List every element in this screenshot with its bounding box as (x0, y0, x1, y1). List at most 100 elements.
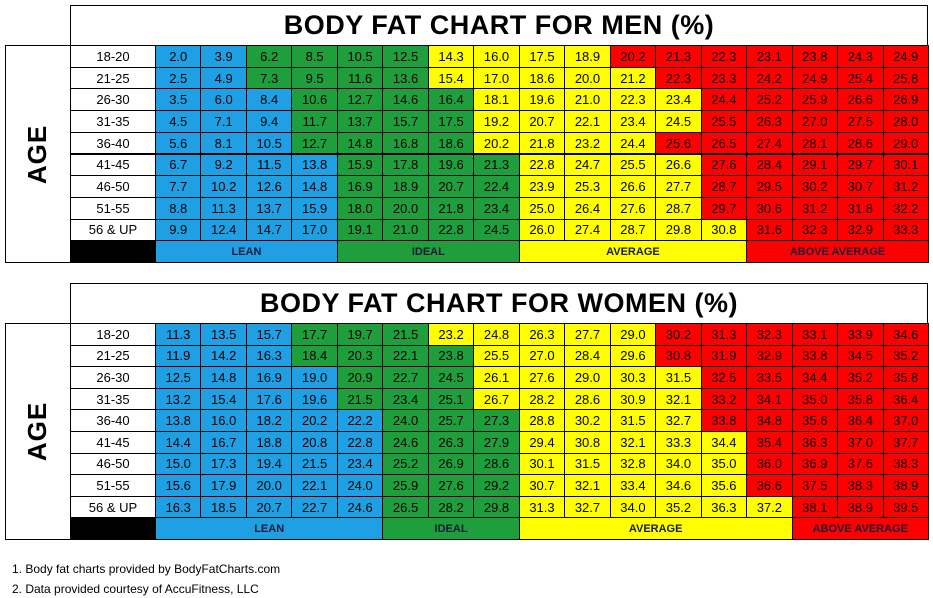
body-fat-value: 19.6 (518, 88, 566, 112)
age-range: 51-55 (70, 196, 156, 220)
body-fat-value: 25.5 (473, 344, 520, 368)
body-fat-value: 27.0 (518, 344, 566, 368)
body-fat-value: 3.9 (200, 45, 247, 68)
body-fat-value: 31.2 (791, 196, 839, 220)
body-fat-value: 24.8 (473, 323, 520, 346)
body-fat-value: 33.1 (791, 323, 839, 346)
body-fat-value: 26.5 (382, 495, 429, 519)
body-fat-value: 13.7 (245, 196, 293, 220)
body-fat-value: 30.6 (746, 196, 793, 220)
body-fat-value: 18.9 (382, 175, 429, 198)
body-fat-value: 22.2 (336, 409, 384, 432)
body-fat-value: 20.2 (473, 131, 520, 155)
body-fat-value: 31.2 (882, 175, 929, 198)
body-fat-value: 29.8 (655, 218, 702, 242)
body-fat-value: 21.8 (427, 196, 475, 220)
body-fat-value: 25.7 (427, 409, 475, 432)
body-fat-value: 16.8 (382, 131, 429, 155)
body-fat-value: 20.9 (336, 366, 384, 389)
body-fat-value: 32.1 (609, 431, 657, 454)
body-fat-value: 21.2 (609, 66, 657, 90)
body-fat-value: 27.5 (837, 110, 884, 133)
body-fat-value: 29.1 (791, 153, 839, 177)
body-fat-value: 30.8 (700, 218, 748, 242)
body-fat-value: 30.2 (564, 409, 611, 432)
body-fat-value: 25.5 (609, 153, 657, 177)
body-fat-value: 22.1 (564, 110, 611, 133)
body-fat-value: 31.5 (609, 409, 657, 432)
body-fat-value: 33.2 (700, 387, 748, 411)
body-fat-value: 24.6 (382, 431, 429, 454)
body-fat-value: 34.5 (837, 344, 884, 368)
body-fat-value: 30.3 (609, 366, 657, 389)
legend-zone: IDEAL (336, 240, 520, 264)
body-fat-value: 35.6 (700, 474, 748, 497)
body-fat-value: 27.4 (746, 131, 793, 155)
body-fat-value: 18.6 (427, 131, 475, 155)
body-fat-value: 23.1 (746, 45, 793, 68)
body-fat-value: 19.0 (291, 366, 338, 389)
body-fat-value: 23.4 (473, 196, 520, 220)
body-fat-value: 2.0 (155, 45, 202, 68)
body-fat-value: 28.6 (837, 131, 884, 155)
age-label: AGE (5, 323, 71, 541)
body-fat-value: 28.4 (746, 153, 793, 177)
body-fat-value: 25.8 (882, 66, 929, 90)
body-fat-value: 15.6 (155, 474, 202, 497)
body-fat-value: 9.9 (155, 218, 202, 242)
body-fat-value: 26.6 (655, 153, 702, 177)
body-fat-value: 20.7 (245, 495, 293, 519)
body-fat-value: 6.7 (155, 153, 202, 177)
body-fat-value: 8.8 (155, 196, 202, 220)
body-fat-value: 29.7 (837, 153, 884, 177)
body-fat-value: 17.9 (200, 474, 247, 497)
body-fat-value: 28.8 (518, 409, 566, 432)
body-fat-value: 34.1 (746, 387, 793, 411)
body-fat-value: 12.4 (200, 218, 247, 242)
body-fat-value: 8.1 (200, 131, 247, 155)
body-fat-value: 30.2 (655, 323, 702, 346)
body-fat-value: 13.5 (200, 323, 247, 346)
body-fat-value: 22.8 (336, 431, 384, 454)
body-fat-value: 19.6 (427, 153, 475, 177)
body-fat-value: 33.3 (882, 218, 929, 242)
body-fat-value: 20.0 (382, 196, 429, 220)
age-range: 36-40 (70, 409, 156, 432)
body-fat-value: 37.6 (837, 452, 884, 476)
legend-zone: LEAN (155, 240, 338, 264)
body-fat-value: 20.2 (291, 409, 338, 432)
body-fat-value: 33.4 (609, 474, 657, 497)
body-fat-value: 29.2 (473, 474, 520, 497)
body-fat-value: 28.4 (564, 344, 611, 368)
body-fat-value: 24.2 (746, 66, 793, 90)
body-fat-value: 21.3 (655, 45, 702, 68)
body-fat-value: 19.2 (473, 110, 520, 133)
body-fat-value: 26.9 (882, 88, 929, 112)
body-fat-value: 34.6 (882, 323, 929, 346)
body-fat-value: 22.3 (655, 66, 702, 90)
body-fat-value: 23.4 (382, 387, 429, 411)
body-fat-value: 13.2 (155, 387, 202, 411)
body-fat-value: 20.7 (427, 175, 475, 198)
body-fat-value: 21.5 (336, 387, 384, 411)
body-fat-value: 19.6 (291, 387, 338, 411)
body-fat-value: 9.4 (245, 110, 293, 133)
body-fat-value: 32.3 (746, 323, 793, 346)
body-fat-value: 20.0 (564, 66, 611, 90)
body-fat-value: 29.5 (746, 175, 793, 198)
age-range: 56 & UP (70, 218, 156, 242)
body-fat-value: 26.3 (746, 110, 793, 133)
body-fat-value: 2.5 (155, 66, 202, 90)
body-fat-value: 34.8 (746, 409, 793, 432)
body-fat-value: 34.6 (655, 474, 702, 497)
body-fat-value: 27.7 (655, 175, 702, 198)
body-fat-value: 31.3 (700, 323, 748, 346)
body-fat-value: 31.8 (837, 196, 884, 220)
body-fat-value: 7.7 (155, 175, 202, 198)
body-fat-value: 34.4 (700, 431, 748, 454)
body-fat-value: 25.9 (382, 474, 429, 497)
legend-zone: AVERAGE (518, 240, 748, 264)
body-fat-value: 22.3 (700, 45, 748, 68)
legend-spacer (70, 240, 156, 264)
body-fat-value: 18.1 (473, 88, 520, 112)
